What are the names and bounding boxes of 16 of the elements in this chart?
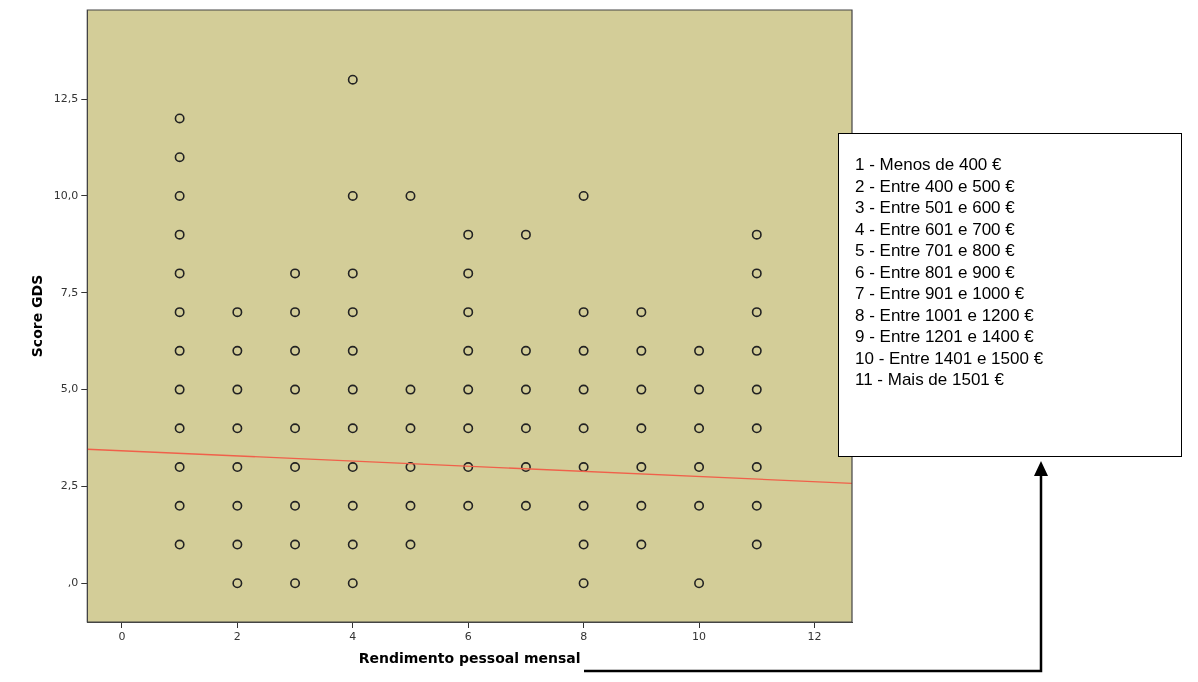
y-tick-label: ,0 [67,576,79,590]
y-tick-label: 10,0 [53,188,79,202]
y-tick-label: 12,5 [53,91,79,105]
x-axis-title: Rendimento pessoal mensal [358,650,581,667]
x-tick-label: 2 [233,630,241,644]
x-tick-label: 10 [692,630,707,644]
x-tick-label: 8 [580,630,588,644]
x-tick-label: 4 [349,630,357,644]
note-box: 1 - Menos de 400 € 2 - Entre 400 e 500 € 3 - Entre 501 e 600 € 4 - Entre 601 e 700 € 5 - Entre 701 e 800 € 6 - Entre 801 e 900 € 7 - Entre 901 e 1000 € 8 - Entre 1001 e 1200 € 9 - Entre 1201 e 1400 € 10 - Entre 1401 e 1500 € 11 - Mais de 1501 € [838,133,1182,457]
y-tick-label: 7,5 [60,285,79,299]
x-tick-label: 12 [807,630,822,644]
y-tick-label: 5,0 [60,382,79,396]
x-tick-label: 0 [118,630,126,644]
y-axis-title: Score GDS [29,274,46,358]
x-tick-label: 6 [464,630,472,644]
y-tick-label: 2,5 [60,479,79,493]
